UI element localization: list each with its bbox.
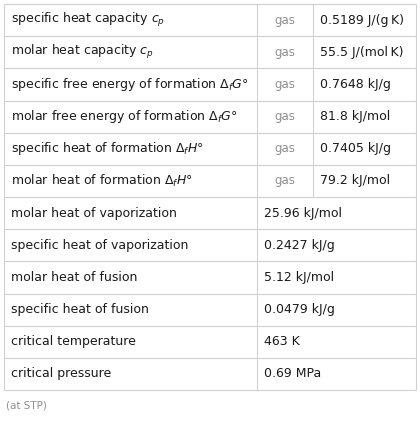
Text: gas: gas: [275, 46, 296, 59]
Text: 0.7648 kJ/g: 0.7648 kJ/g: [320, 78, 391, 91]
Text: molar heat capacity $c_p$: molar heat capacity $c_p$: [11, 43, 154, 61]
Text: gas: gas: [275, 174, 296, 187]
Text: 463 K: 463 K: [264, 335, 300, 348]
Text: 81.8 kJ/mol: 81.8 kJ/mol: [320, 110, 390, 123]
Text: molar heat of fusion: molar heat of fusion: [11, 271, 137, 284]
Text: 0.5189 J/(g K): 0.5189 J/(g K): [320, 14, 404, 27]
Text: gas: gas: [275, 78, 296, 91]
Text: 0.2427 kJ/g: 0.2427 kJ/g: [264, 239, 335, 252]
Text: 55.5 J/(mol K): 55.5 J/(mol K): [320, 46, 404, 59]
Text: specific heat capacity $c_p$: specific heat capacity $c_p$: [11, 11, 165, 29]
Text: 79.2 kJ/mol: 79.2 kJ/mol: [320, 174, 390, 187]
Text: 25.96 kJ/mol: 25.96 kJ/mol: [264, 207, 342, 220]
Text: specific heat of vaporization: specific heat of vaporization: [11, 239, 189, 252]
Text: 5.12 kJ/mol: 5.12 kJ/mol: [264, 271, 334, 284]
Text: specific free energy of formation $\Delta_f G°$: specific free energy of formation $\Delt…: [11, 76, 249, 93]
Text: critical temperature: critical temperature: [11, 335, 136, 348]
Text: gas: gas: [275, 14, 296, 27]
Text: critical pressure: critical pressure: [11, 368, 111, 380]
Text: 0.7405 kJ/g: 0.7405 kJ/g: [320, 142, 391, 155]
Text: gas: gas: [275, 110, 296, 123]
Text: specific heat of formation $\Delta_f H°$: specific heat of formation $\Delta_f H°$: [11, 140, 204, 157]
Text: specific heat of fusion: specific heat of fusion: [11, 303, 149, 316]
Text: 0.0479 kJ/g: 0.0479 kJ/g: [264, 303, 335, 316]
Text: molar free energy of formation $\Delta_f G°$: molar free energy of formation $\Delta_f…: [11, 108, 238, 125]
Text: molar heat of vaporization: molar heat of vaporization: [11, 207, 177, 220]
Text: gas: gas: [275, 142, 296, 155]
Text: (at STP): (at STP): [6, 400, 47, 410]
Text: molar heat of formation $\Delta_f H°$: molar heat of formation $\Delta_f H°$: [11, 173, 193, 189]
Text: 0.69 MPa: 0.69 MPa: [264, 368, 322, 380]
